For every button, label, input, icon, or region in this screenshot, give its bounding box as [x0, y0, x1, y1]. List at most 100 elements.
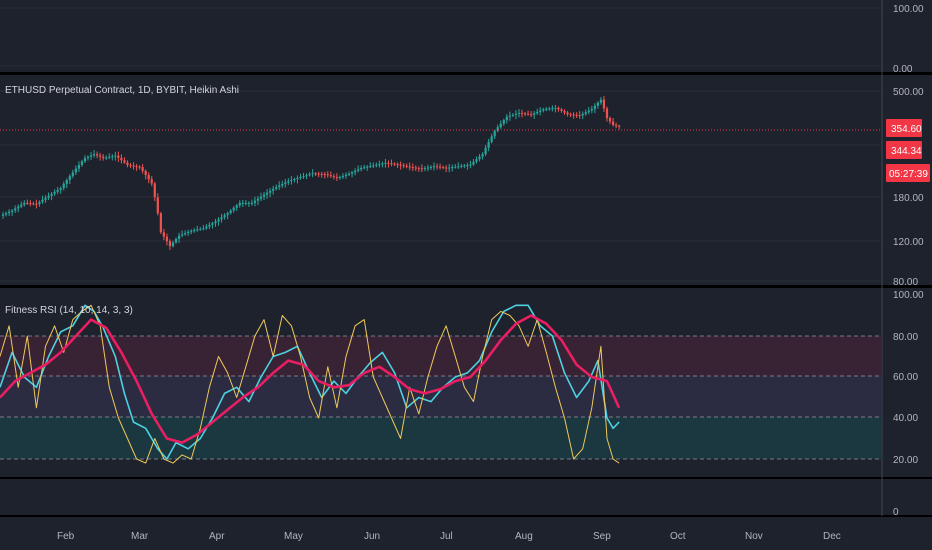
- candle-body: [469, 164, 472, 166]
- candle-body: [332, 176, 335, 178]
- candle-body: [159, 213, 162, 233]
- price-tick-label: 120.00: [893, 237, 924, 248]
- countdown-badge-text: 05:27:39: [889, 169, 928, 180]
- bottom-pane-tick-label: 0: [893, 507, 899, 518]
- candle-body: [278, 185, 281, 188]
- candle-body: [253, 200, 257, 203]
- candle-body: [560, 109, 563, 111]
- candle-body: [454, 166, 457, 168]
- candle-body: [584, 112, 587, 114]
- candle-body: [338, 176, 342, 179]
- candle-body: [530, 114, 533, 116]
- candle-body: [554, 107, 557, 109]
- candle-body: [162, 232, 165, 237]
- candle-body: [520, 112, 524, 114]
- candle-body: [129, 164, 132, 166]
- candle-body: [608, 118, 612, 122]
- time-axis-label: Feb: [57, 531, 75, 542]
- time-axis[interactable]: Feb Mar Apr May Jun Jul Aug Sep Oct Nov …: [57, 531, 841, 542]
- top-pane-tick-label: 0.00: [893, 64, 913, 75]
- candle-body: [596, 102, 599, 106]
- pane-separator-rsi[interactable]: [0, 285, 932, 288]
- candle-body: [445, 167, 448, 169]
- candle-body: [11, 210, 14, 212]
- pane-separator-bottom[interactable]: [0, 477, 932, 479]
- candle-body: [435, 166, 439, 168]
- oversold-zone: [0, 417, 882, 459]
- candle-body: [545, 108, 548, 110]
- candle-body: [551, 108, 554, 110]
- candle-body: [120, 157, 123, 161]
- candle-body: [305, 175, 308, 177]
- candle-body: [372, 165, 375, 167]
- candle-body: [481, 154, 484, 157]
- candle-body: [138, 166, 141, 168]
- candle-body: [29, 203, 32, 205]
- top-pane[interactable]: 100.00 0.00: [0, 4, 924, 75]
- candle-body: [123, 160, 126, 163]
- candle-body: [381, 163, 384, 165]
- candle-body: [329, 175, 332, 177]
- candle-body: [17, 206, 20, 209]
- candle-body: [281, 183, 284, 186]
- candle-body: [141, 167, 144, 171]
- candle-body: [102, 156, 105, 159]
- time-axis-label: Jul: [440, 531, 453, 542]
- candle-body: [190, 230, 193, 232]
- price-pane[interactable]: ETHUSD Perpetual Contract, 1D, BYBIT, He…: [0, 85, 930, 288]
- candle-body: [144, 170, 147, 175]
- candle-body: [205, 226, 208, 229]
- candle-body: [275, 187, 278, 189]
- candle-body: [344, 174, 348, 176]
- rsi-tick-label: 60.00: [893, 372, 918, 383]
- candle-body: [399, 164, 402, 166]
- candle-body: [605, 108, 609, 119]
- candle-body: [378, 164, 381, 166]
- candle-body: [475, 159, 478, 162]
- candle-body: [420, 168, 423, 170]
- bottom-pane[interactable]: 0: [893, 507, 899, 518]
- candle-body: [250, 202, 254, 204]
- candle-body: [156, 197, 159, 214]
- candle-body: [599, 99, 603, 103]
- candle-body: [526, 113, 530, 115]
- candle-body: [202, 228, 205, 230]
- candle-body: [290, 179, 293, 181]
- candle-body: [442, 167, 445, 169]
- candle-body: [593, 105, 596, 110]
- candle-body: [284, 182, 287, 184]
- candle-body: [241, 202, 244, 204]
- pane-separator-time-axis: [0, 515, 932, 517]
- countdown-badge: [886, 164, 930, 182]
- candle-body: [208, 224, 211, 227]
- candle-body: [360, 167, 363, 170]
- candle-body: [96, 154, 99, 156]
- candle-body: [448, 167, 451, 169]
- candle-body: [247, 202, 250, 204]
- candle-body: [539, 110, 542, 112]
- candle-body: [32, 203, 35, 205]
- candle-body: [256, 198, 260, 201]
- candle-body: [105, 157, 108, 159]
- candle-body: [466, 164, 469, 166]
- candle-body: [53, 191, 56, 194]
- mid-zone: [0, 376, 882, 417]
- time-axis-label: Mar: [131, 531, 149, 542]
- rsi-pane[interactable]: Fitness RSI (14, 10, 14, 3, 3) 100.00 80…: [0, 290, 924, 466]
- pane-separator-top[interactable]: [0, 72, 932, 75]
- level-badge-text: 344.34: [891, 146, 922, 157]
- candle-body: [578, 115, 581, 117]
- candle-body: [369, 166, 372, 168]
- candle-body: [384, 162, 387, 164]
- rsi-tick-label: 40.00: [893, 413, 918, 424]
- candle-body: [514, 113, 518, 115]
- price-tick-label: 180.00: [893, 193, 924, 204]
- candle-body: [214, 221, 217, 224]
- candle-body: [350, 172, 354, 174]
- candle-body: [199, 228, 202, 230]
- candle-body: [533, 113, 536, 115]
- candle-body: [14, 208, 17, 211]
- candle-body: [74, 168, 77, 173]
- candle-body: [320, 173, 323, 175]
